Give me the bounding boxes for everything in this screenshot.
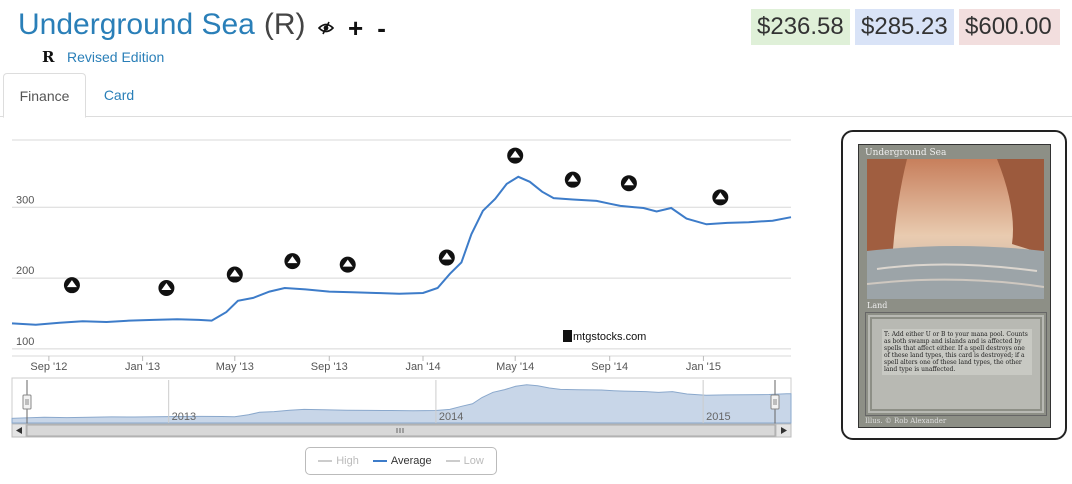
price-average-badge: $285.23 bbox=[855, 9, 954, 45]
tab-bar: Finance Card bbox=[0, 73, 1072, 118]
tab-card[interactable]: Card bbox=[103, 87, 135, 103]
set-name-link[interactable]: Revised Edition bbox=[67, 49, 165, 65]
set-icon-m15[interactable] bbox=[564, 171, 581, 188]
chart-event-icons bbox=[63, 147, 729, 297]
scroll-thumb[interactable] bbox=[26, 424, 776, 437]
navigator-area bbox=[11, 384, 792, 424]
card-rules-text: T: Add either U or B to your mana pool. … bbox=[882, 329, 1032, 375]
card-textbox: T: Add either U or B to your mana pool. … bbox=[865, 312, 1047, 416]
navigator[interactable]: 2013 2014 2015 bbox=[11, 377, 792, 438]
card-type-line: Land bbox=[867, 301, 888, 310]
x-axis: Sep '12 Jan '13 May '13 Sep '13 Jan '14 May '… bbox=[30, 356, 721, 373]
price-low-badge: $236.58 bbox=[751, 9, 850, 45]
x-tick-label: Sep '14 bbox=[591, 361, 628, 373]
y-tick-label: 200 bbox=[16, 265, 34, 277]
eye-slash-icon[interactable] bbox=[318, 21, 334, 35]
x-tick-label: May '13 bbox=[216, 361, 254, 373]
x-tick-label: May '14 bbox=[496, 361, 534, 373]
card-name: Underground Sea bbox=[18, 8, 255, 41]
average-price-line bbox=[11, 175, 792, 326]
navigator-year-label: 2015 bbox=[706, 411, 730, 423]
add-button[interactable]: + bbox=[348, 13, 364, 43]
navigator-right-handle[interactable] bbox=[770, 380, 780, 424]
legend-low[interactable]: Low bbox=[445, 455, 484, 467]
watermark-text: mtgstocks.com bbox=[573, 331, 646, 343]
tab-finance[interactable]: Finance bbox=[3, 73, 86, 118]
x-tick-label: Sep '13 bbox=[311, 361, 348, 373]
scroll-left-arrow-icon bbox=[16, 427, 22, 434]
x-tick-label: Jan '13 bbox=[125, 361, 160, 373]
navigator-years: 2013 2014 2015 bbox=[168, 380, 731, 423]
scroll-right-arrow-icon bbox=[781, 427, 787, 434]
card-illustrator: Illus. © Rob Alexander bbox=[865, 417, 947, 425]
card-artwork bbox=[867, 159, 1044, 299]
card-face-title: Underground Sea bbox=[865, 148, 947, 158]
chart-series bbox=[11, 175, 792, 326]
x-tick-label: Sep '12 bbox=[30, 361, 67, 373]
card-rarity: (R) bbox=[263, 8, 306, 41]
y-axis: 100 200 300 bbox=[16, 194, 34, 348]
price-chart: 100 200 300 Sep '12 Jan '13 May '13 Sep '13 Ja… bbox=[11, 139, 792, 438]
set-icon-khans[interactable] bbox=[620, 175, 637, 192]
set-icon-c[interactable] bbox=[226, 266, 243, 283]
set-icon-b[interactable] bbox=[158, 280, 175, 297]
set-icon-fate[interactable] bbox=[712, 189, 729, 206]
set-icon-journey[interactable] bbox=[507, 147, 524, 164]
legend-high[interactable]: High bbox=[318, 455, 359, 467]
legend-average[interactable]: Average bbox=[372, 455, 432, 467]
card-face: Underground Sea Land T: Add either U or … bbox=[858, 144, 1051, 428]
navigator-year-label: 2013 bbox=[172, 411, 196, 423]
mtgstocks-logo-icon bbox=[563, 330, 572, 342]
title-actions: + - bbox=[318, 13, 386, 43]
navigator-scrollbar[interactable] bbox=[11, 423, 792, 438]
y-tick-label: 300 bbox=[16, 194, 34, 206]
set-icon-theros[interactable] bbox=[339, 256, 356, 273]
remove-button[interactable]: - bbox=[377, 13, 386, 43]
card-image: Underground Sea Land T: Add either U or … bbox=[841, 130, 1067, 440]
price-high-badge: $600.00 bbox=[959, 9, 1060, 45]
y-tick-label: 100 bbox=[16, 336, 34, 348]
set-icon-born-of-gods[interactable] bbox=[438, 249, 455, 266]
watermark: mtgstocks.com bbox=[563, 330, 646, 343]
chart-gridlines bbox=[12, 206, 791, 357]
card-title-row: Underground Sea (R) bbox=[18, 8, 306, 48]
chart-legend: High Average Low bbox=[305, 447, 497, 475]
navigator-left-handle[interactable] bbox=[22, 380, 32, 424]
set-icon-a[interactable] bbox=[63, 277, 80, 294]
set-symbol-icon: R bbox=[42, 48, 55, 66]
set-row: R Revised Edition bbox=[42, 48, 164, 66]
set-icon-m14[interactable] bbox=[284, 253, 301, 270]
x-tick-label: Jan '14 bbox=[405, 361, 440, 373]
navigator-year-label: 2014 bbox=[439, 411, 463, 423]
x-tick-label: Jan '15 bbox=[686, 361, 721, 373]
